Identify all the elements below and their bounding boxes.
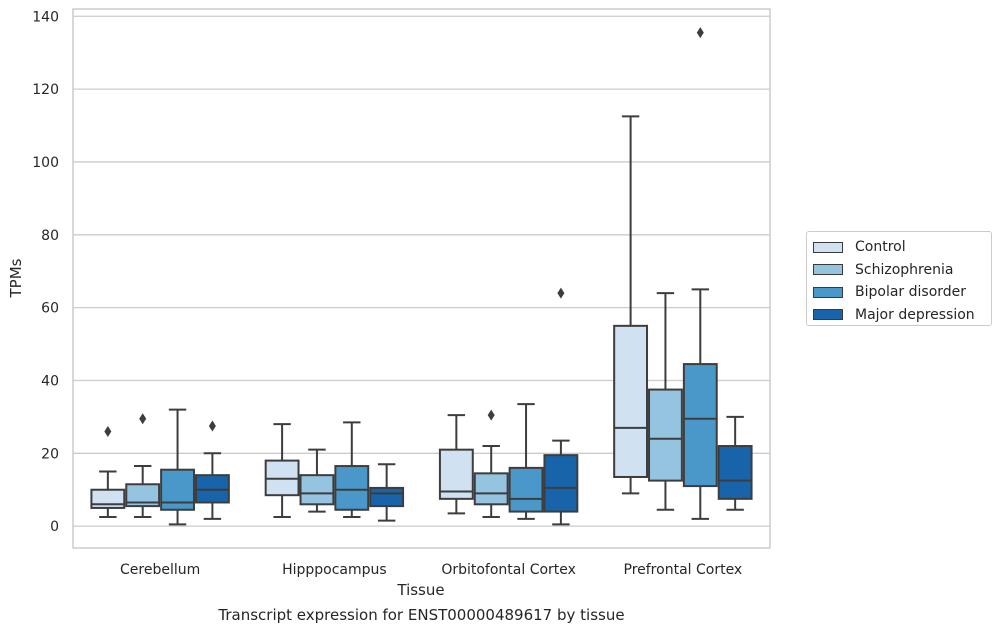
box-major-depression [369, 463, 405, 522]
box-iqr [125, 483, 161, 508]
box-schizophrenia [299, 448, 335, 513]
outlier-point [557, 287, 565, 299]
outlier-point [487, 409, 495, 421]
box-control [613, 115, 649, 495]
y-tick-label: 20 [41, 446, 59, 462]
y-tick-label: 120 [32, 82, 59, 98]
y-tick-label: 0 [50, 519, 59, 535]
x-tick-label: Prefrontal Cortex [624, 562, 743, 578]
legend: Control Schizophrenia Bipolar disorder Majo… [806, 231, 992, 326]
legend-label: Schizophrenia [855, 261, 954, 278]
outlier-point [139, 413, 147, 425]
legend-item: Control [813, 236, 991, 259]
box-iqr [613, 324, 649, 478]
legend-label: Bipolar disorder [855, 284, 967, 301]
box-bipolar-disorder [682, 27, 718, 520]
box-iqr [473, 472, 509, 506]
box-bipolar-disorder [508, 403, 544, 520]
y-tick-label: 140 [32, 9, 59, 25]
box-iqr [682, 363, 718, 488]
x-tick-label: Hipppocampus [282, 562, 387, 578]
y-tick-labels: 0 20 40 60 80 100 120 140 [32, 9, 59, 535]
legend-label: Control [855, 239, 906, 256]
x-tick-label: Orbitofontal Cortex [441, 562, 576, 578]
legend-swatch [813, 264, 843, 276]
x-tick-labels: Cerebellum Hipppocampus Orbitofontal Corte… [120, 562, 742, 578]
box-control [438, 414, 474, 515]
box-iqr [160, 468, 195, 511]
chart-caption: Transcript expression for ENST0000048961… [218, 606, 625, 624]
box-series [90, 27, 753, 526]
y-tick-label: 40 [41, 373, 59, 389]
outlier-point [208, 420, 216, 432]
box-bipolar-disorder [334, 421, 370, 519]
y-tick-label: 60 [41, 301, 59, 317]
x-axis-label: Tissue [396, 581, 444, 599]
box-schizophrenia [473, 409, 509, 519]
box-iqr [299, 474, 335, 506]
box-bipolar-disorder [160, 408, 195, 526]
box-iqr [369, 486, 405, 508]
legend-swatch [813, 241, 843, 253]
x-tick-label: Cerebellum [120, 562, 200, 578]
box-major-depression [717, 415, 753, 511]
box-iqr [334, 465, 370, 511]
grid-lines [73, 15, 770, 527]
box-iqr [648, 388, 683, 482]
legend-item: Major depression [813, 304, 991, 327]
legend-swatch [813, 309, 843, 321]
legend-label: Major depression [855, 306, 975, 323]
y-tick-label: 80 [41, 228, 59, 244]
box-iqr [508, 466, 544, 513]
box-major-depression [194, 420, 230, 520]
box-control [264, 423, 300, 519]
legend-item: Bipolar disorder [813, 281, 991, 304]
box-major-depression [543, 287, 579, 526]
y-tick-label: 100 [32, 155, 59, 171]
box-schizophrenia [125, 413, 161, 519]
box-iqr [543, 454, 579, 513]
legend-swatch [813, 286, 843, 298]
outlier-point [104, 425, 112, 437]
legend-item: Schizophrenia [813, 259, 991, 282]
y-axis-label: TPMs [7, 258, 25, 298]
box-control [90, 425, 126, 519]
box-schizophrenia [648, 292, 683, 511]
outlier-point [696, 27, 704, 39]
box-iqr [717, 445, 753, 500]
plot-frame [72, 8, 771, 549]
